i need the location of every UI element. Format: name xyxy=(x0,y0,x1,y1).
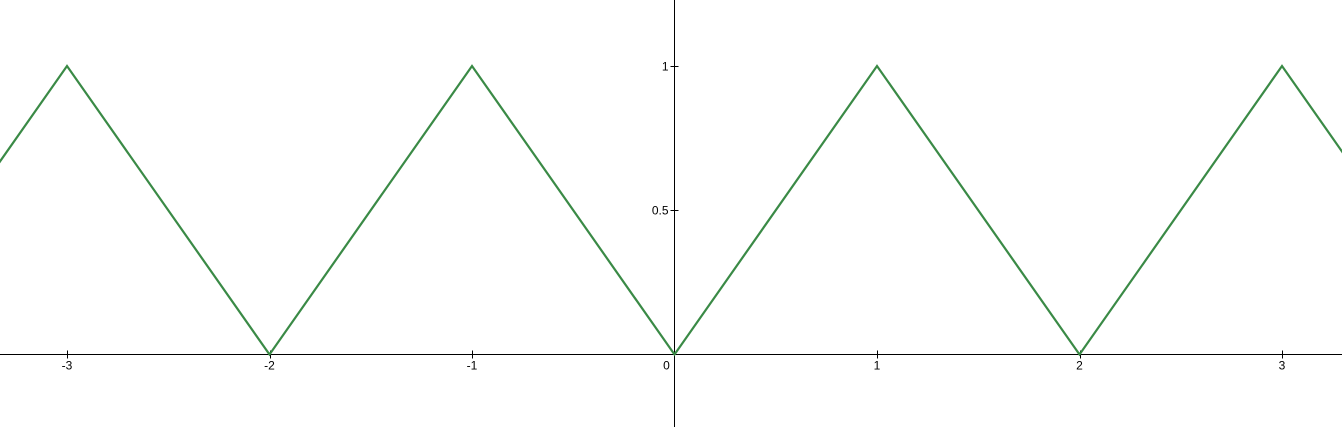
x-tick-label: 1 xyxy=(874,359,881,373)
x-tick-label: 3 xyxy=(1279,359,1286,373)
series-layer xyxy=(0,64,1342,357)
x-tick-label: 0 xyxy=(663,359,670,373)
axis-ticks xyxy=(67,66,1283,359)
y-tick-label: 1 xyxy=(662,60,669,74)
x-tick-label: 2 xyxy=(1076,359,1083,373)
series-line xyxy=(0,64,1342,357)
tick-labels: -6-5-4-3-2-101234560.51 xyxy=(62,60,1286,373)
x-tick-label: -2 xyxy=(264,359,275,373)
x-tick-label: -1 xyxy=(467,359,478,373)
y-tick-label: 0.5 xyxy=(652,204,669,218)
x-tick-label: -3 xyxy=(62,359,73,373)
